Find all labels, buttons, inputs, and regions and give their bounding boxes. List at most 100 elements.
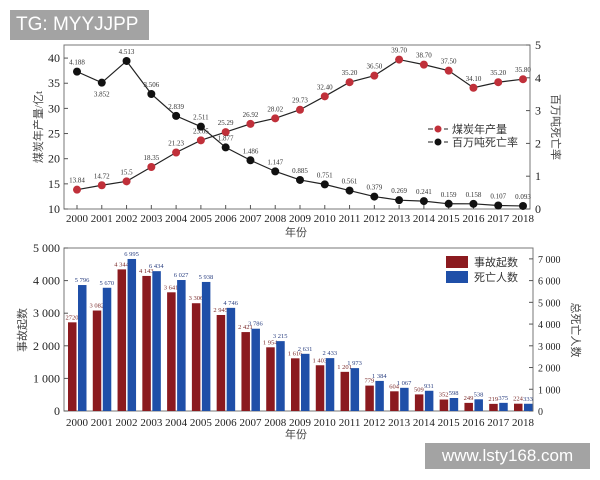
data-label: 2 631	[298, 346, 313, 353]
x-tick-label: 2005	[190, 213, 213, 225]
bar-deaths	[152, 271, 161, 411]
data-label: 352	[439, 392, 449, 399]
data-label: 3.506	[143, 81, 159, 89]
data-point	[345, 78, 354, 87]
data-label: 35.20	[490, 69, 506, 77]
data-label: 2 421	[238, 324, 253, 331]
y-left-tick-label: 30	[48, 101, 60, 115]
data-point	[246, 119, 255, 128]
y-right-tick-label: 2 000	[538, 364, 561, 375]
data-label: 6 995	[124, 251, 139, 258]
x-tick-label: 2013	[388, 417, 411, 429]
data-label: 34.10	[466, 75, 482, 83]
data-label: 1 067	[397, 380, 412, 387]
x-tick-label: 2002	[116, 213, 138, 225]
data-label: 2.839	[168, 103, 184, 111]
data-label: 224	[513, 396, 524, 403]
bar-accidents	[117, 269, 127, 411]
bar-deaths	[226, 307, 236, 411]
data-label: 1.877	[218, 134, 234, 142]
data-label: 5 938	[199, 274, 214, 281]
data-label: 1 201	[337, 364, 352, 371]
data-label: 598	[449, 390, 459, 397]
x-tick-label: 2009	[289, 213, 312, 225]
bar-deaths	[201, 281, 211, 411]
y-right-tick-label: 1	[535, 169, 541, 183]
bar-accidents	[315, 365, 325, 411]
x-tick-label: 2017	[487, 213, 510, 225]
data-label: 39.70	[391, 47, 407, 55]
data-point	[444, 199, 453, 208]
bar-accidents	[340, 371, 350, 411]
y-right-tick-label: 0	[538, 407, 543, 418]
data-label: 4.188	[69, 59, 85, 67]
y-right-tick-label: 5 000	[538, 298, 561, 309]
x-tick-label: 2010	[314, 213, 337, 225]
data-label: 1.147	[267, 158, 283, 166]
y-right-tick-label: 3	[535, 104, 541, 118]
data-label: 28.02	[267, 105, 283, 113]
data-label: 3 786	[248, 321, 263, 328]
y-right-tick-label: 1 000	[538, 385, 561, 396]
data-label: 509	[414, 386, 424, 393]
bar-accidents	[92, 310, 102, 411]
bar-deaths	[102, 287, 112, 411]
y-left-tick-label: 20	[48, 152, 60, 166]
data-label: 29.73	[292, 97, 308, 105]
data-point	[196, 136, 205, 145]
data-label: 2.511	[193, 114, 209, 122]
y-right-tick-label: 7 000	[538, 255, 561, 266]
x-tick-label: 2000	[66, 417, 89, 429]
x-axis-title: 年份	[285, 225, 307, 239]
bar-accidents	[365, 385, 374, 411]
x-tick-label: 2013	[388, 213, 411, 225]
data-label: 0.269	[391, 187, 407, 195]
x-tick-label: 2005	[190, 417, 213, 429]
data-point	[419, 60, 428, 69]
data-label: 779	[364, 378, 374, 385]
bar-accidents	[390, 391, 399, 411]
data-label: 2 433	[322, 350, 337, 357]
x-tick-label: 2007	[239, 417, 262, 429]
data-point	[147, 90, 156, 99]
y-left-tick-label: 1 000	[33, 371, 60, 385]
y-left-tick-label: 40	[48, 51, 60, 65]
y-right-tick-label: 2	[535, 136, 541, 150]
y-left-tick-label: 5 000	[33, 241, 60, 255]
data-point	[271, 114, 280, 123]
data-point	[519, 75, 527, 84]
data-label: 21.23	[168, 140, 184, 148]
legend-label-0: 煤炭年产量	[452, 122, 507, 136]
y-left-tick-label: 2 000	[33, 339, 60, 353]
data-label: 0.885	[292, 167, 308, 175]
y-right-axis-title: 百万吨死亡率	[549, 94, 563, 160]
data-label: 1.486	[243, 147, 259, 155]
data-point	[444, 66, 453, 75]
y-left-tick-label: 0	[54, 404, 60, 418]
data-point	[97, 78, 106, 87]
data-label: 4.513	[119, 48, 135, 56]
y-left-tick-label: 35	[48, 76, 60, 90]
data-label: 604	[389, 383, 400, 390]
x-tick-label: 2009	[289, 417, 312, 429]
legend-label-1: 死亡人数	[474, 270, 518, 284]
watermark-top-left: TG: MYYJJPP	[10, 10, 149, 40]
bar-accidents	[241, 332, 250, 411]
data-point	[519, 201, 527, 210]
data-label: 36.50	[366, 63, 382, 71]
data-label: 375	[498, 395, 508, 402]
data-point	[221, 143, 230, 152]
bar-deaths	[301, 353, 310, 411]
data-label: 32.40	[317, 83, 333, 91]
data-label: 26.92	[243, 111, 259, 119]
data-label: 1 384	[372, 373, 387, 380]
bar-deaths	[474, 399, 483, 411]
data-point	[296, 175, 304, 184]
bar-deaths	[177, 280, 186, 411]
data-label: 3 641	[164, 284, 179, 291]
data-point	[395, 55, 404, 64]
data-label: 0.158	[466, 191, 482, 199]
data-point	[469, 83, 478, 92]
data-label: 931	[424, 383, 434, 390]
bar-accidents	[191, 303, 201, 411]
